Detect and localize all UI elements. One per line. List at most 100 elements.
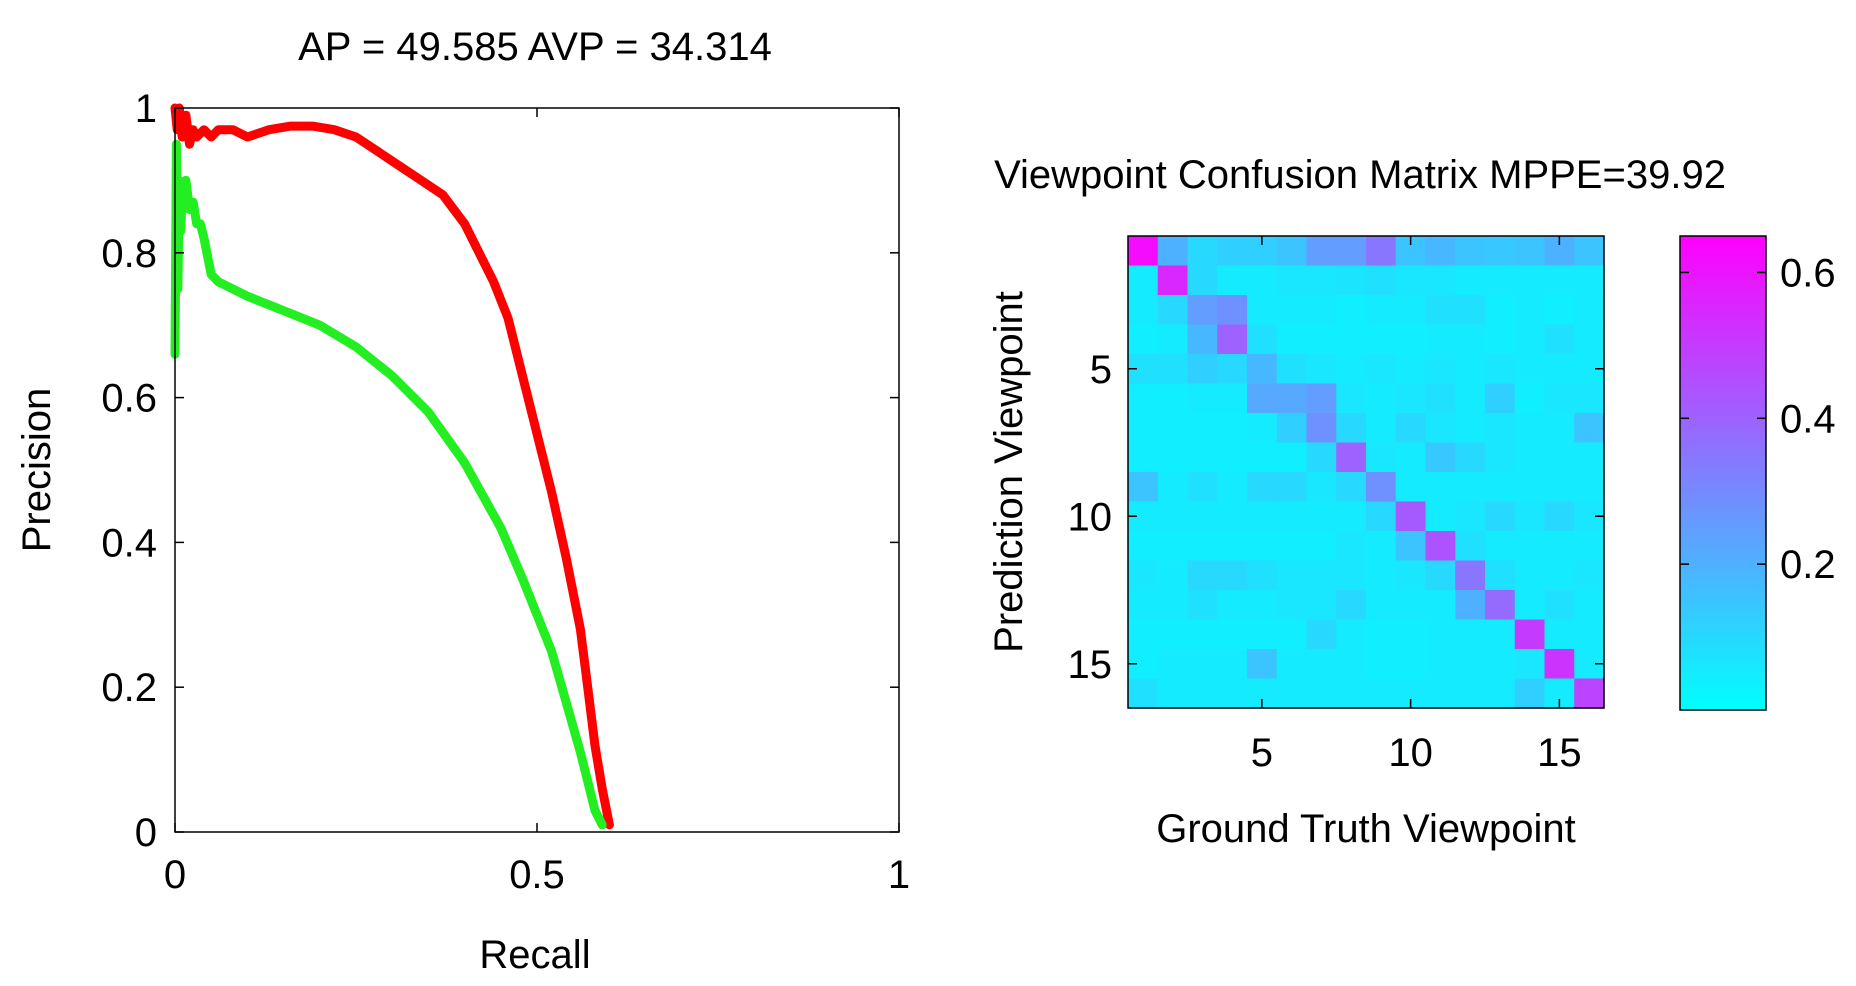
cm-cell	[1128, 560, 1159, 591]
cm-cell	[1485, 560, 1516, 591]
cm-cell	[1425, 354, 1456, 385]
cm-cell	[1336, 678, 1367, 709]
cm-cell	[1157, 472, 1189, 503]
cm-cell	[1574, 383, 1605, 414]
cm-cell	[1128, 413, 1159, 444]
cm-cell	[1425, 383, 1456, 414]
cm-cell	[1217, 354, 1248, 385]
cm-cell	[1128, 619, 1159, 650]
cm-cell	[1425, 472, 1456, 503]
cm-cell	[1187, 619, 1218, 650]
cm-cell	[1425, 560, 1456, 591]
cm-cells	[1128, 236, 1605, 709]
cm-cell	[1485, 649, 1516, 680]
cm-cell	[1455, 383, 1486, 414]
pr-series-line-1	[170, 139, 607, 830]
cm-cell	[1157, 531, 1189, 562]
cm-cell	[1395, 442, 1427, 473]
cm-cell	[1306, 324, 1337, 355]
cm-cell	[1276, 383, 1308, 414]
cm-cell	[1455, 413, 1486, 444]
cm-cell	[1485, 590, 1516, 621]
cm-cell	[1157, 442, 1189, 473]
colorbar-ticks: 0.2 0.4 0.6	[1680, 251, 1836, 587]
cm-cell	[1544, 442, 1575, 473]
cm-cell	[1217, 413, 1248, 444]
cm-cell	[1455, 560, 1486, 591]
cm-cell	[1157, 354, 1189, 385]
cm-cell	[1425, 442, 1456, 473]
cm-cell	[1425, 236, 1456, 267]
cm-cell	[1247, 560, 1278, 591]
cm-cell	[1544, 295, 1575, 326]
cm-x-tick-label: 15	[1537, 731, 1582, 775]
pr-curves	[170, 103, 614, 830]
cm-cell	[1485, 678, 1516, 709]
cm-cell	[1306, 472, 1337, 503]
cm-cell	[1217, 442, 1248, 473]
pr-ticks: 0 0.5 1 0 0.2 0.4 0.6 0.8 1	[101, 87, 910, 897]
cm-cell	[1276, 413, 1308, 444]
cm-x-tick-label: 10	[1388, 731, 1433, 775]
pr-y-tick-label: 0	[135, 811, 157, 855]
cm-cell	[1247, 354, 1278, 385]
cm-cell	[1306, 590, 1337, 621]
pr-y-tick-label: 0.2	[101, 666, 157, 710]
cm-cell	[1247, 472, 1278, 503]
cm-cell	[1514, 383, 1546, 414]
cm-cell	[1544, 324, 1575, 355]
cm-cell	[1336, 442, 1367, 473]
cm-cell	[1425, 590, 1456, 621]
cm-cell	[1395, 354, 1427, 385]
cm-cell	[1276, 619, 1308, 650]
cm-cell	[1128, 236, 1159, 267]
cm-cell	[1187, 236, 1218, 267]
cm-cell	[1455, 442, 1486, 473]
cm-cell	[1485, 619, 1516, 650]
cm-cell	[1485, 472, 1516, 503]
cm-cell	[1128, 531, 1159, 562]
cm-cell	[1306, 295, 1337, 326]
cm-cell	[1395, 413, 1427, 444]
cm-cell	[1544, 619, 1575, 650]
cm-cell	[1247, 383, 1278, 414]
cm-cell	[1247, 619, 1278, 650]
pr-x-tick-label: 0	[164, 853, 186, 897]
cm-cell	[1455, 295, 1486, 326]
cm-y-axis-label: Prediction Viewpoint	[987, 291, 1031, 653]
pr-y-tick-label: 0.6	[101, 377, 157, 421]
cm-cell	[1247, 442, 1278, 473]
cm-cell	[1366, 649, 1397, 680]
cm-cell	[1425, 413, 1456, 444]
cm-cell	[1247, 590, 1278, 621]
colorbar	[1679, 235, 1767, 711]
cm-cell	[1455, 472, 1486, 503]
cm-cell	[1157, 619, 1189, 650]
cm-cell	[1514, 265, 1546, 296]
cm-cell	[1455, 678, 1486, 709]
cm-cell	[1514, 501, 1546, 532]
cm-cell	[1514, 619, 1546, 650]
cm-cell	[1514, 413, 1546, 444]
cm-cell	[1366, 678, 1397, 709]
cm-cell	[1276, 354, 1308, 385]
cm-y-tick-label: 15	[1068, 643, 1113, 687]
cm-cell	[1574, 442, 1605, 473]
cm-cell	[1306, 413, 1337, 444]
cm-cell	[1187, 442, 1218, 473]
cm-cell	[1544, 590, 1575, 621]
cm-cell	[1187, 649, 1218, 680]
cm-cell	[1336, 531, 1367, 562]
cm-cell	[1514, 590, 1546, 621]
cm-cell	[1276, 442, 1308, 473]
cm-cell	[1306, 560, 1337, 591]
cm-cell	[1366, 619, 1397, 650]
cm-cell	[1276, 295, 1308, 326]
cm-cell	[1514, 560, 1546, 591]
cm-cell	[1366, 472, 1397, 503]
cm-cell	[1217, 265, 1248, 296]
cm-cell	[1455, 590, 1486, 621]
cm-cell	[1574, 265, 1605, 296]
cm-cell	[1395, 649, 1427, 680]
